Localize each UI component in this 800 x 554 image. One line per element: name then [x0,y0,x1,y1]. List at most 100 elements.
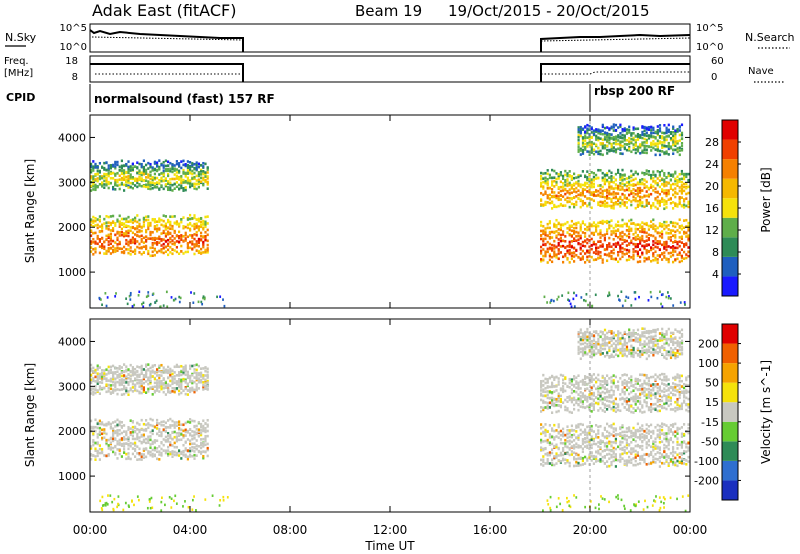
echo-cell [577,128,580,131]
echo-cell [597,168,600,172]
echo-cell [189,165,192,169]
echo-cell [147,185,150,189]
echo-cell [678,129,681,132]
echo-cell [193,442,196,446]
echo-cell [160,423,163,427]
echo-cell [577,446,580,449]
echo-cell [672,224,675,228]
echo-cell [630,150,633,154]
echo-cell [186,179,189,182]
echo-cell [652,202,655,205]
echo-cell [601,261,604,264]
program-label-2: rbsp 200 RF [594,84,675,98]
echo-cell [610,426,613,429]
echo-cell [603,426,606,430]
echo-cell [105,226,108,230]
echo-cell [138,428,141,432]
echo-cell [621,140,624,143]
echo-cell [592,132,596,136]
echo-cell [175,250,178,254]
echo-cell [189,168,192,171]
echo-cell [639,178,642,182]
echo-cell [195,179,198,182]
echo-cell [676,150,679,154]
echo-cell [162,179,165,182]
echo-cell [586,241,589,245]
echo-cell [90,162,93,166]
echo-cell [665,458,668,462]
echo-cell [127,425,130,429]
echo-cell [193,390,196,394]
echo-cell [175,240,178,243]
echo-cell [647,128,651,131]
echo-cell [169,240,172,244]
echo-cell [562,433,565,436]
echo-cell [581,183,584,187]
echo-cell [623,142,626,146]
echo-cell [606,172,609,175]
echo-cell [669,451,672,455]
echo-cell [568,170,571,173]
echo-cell [127,390,130,393]
echo-cell [667,228,670,231]
echo-cell [169,426,172,429]
echo-cell [174,297,177,301]
echo-cell [123,374,126,377]
echo-cell [103,217,106,221]
echo-cell [606,259,609,263]
echo-cell [112,214,115,218]
echo-cell [601,185,604,189]
echo-cell [94,455,97,458]
echo-cell [151,236,154,240]
echo-cell [90,220,93,223]
echo-cell [129,379,132,383]
echo-cell [195,226,198,229]
echo-cell [590,183,593,187]
echo-cell [608,464,611,468]
echo-cell [116,178,119,182]
echo-cell [608,242,611,245]
echo-cell [674,230,677,234]
echo-cell [617,224,620,227]
echo-cell [98,372,101,376]
echo-cell [595,150,598,154]
echo-cell [118,234,121,237]
echo-cell [160,363,163,367]
echo-cell [193,419,196,423]
echo-cell [579,428,582,432]
echo-cell [131,186,134,190]
echo-cell [672,136,675,139]
echo-cell [180,179,183,183]
echo-cell [98,377,101,380]
echo-cell [597,146,600,150]
echo-cell [204,429,207,433]
echo-cell [105,440,108,443]
echo-cell [658,140,662,143]
echo-cell [650,450,653,454]
echo-cell [160,179,163,183]
echo-cell [164,235,167,238]
echo-cell [169,390,172,394]
echo-cell [116,238,119,242]
echo-cell [160,451,163,455]
echo-cell [656,447,659,450]
echo-cell [553,378,556,381]
echo-cell [566,459,569,462]
echo-cell [566,407,569,410]
echo-cell [118,443,121,446]
echo-cell [195,373,198,377]
echo-cell [559,433,562,437]
echo-cell [557,377,560,380]
echo-cell [118,452,121,456]
echo-cell [678,172,681,176]
echo-cell [184,430,187,434]
echo-cell [562,244,565,248]
echo-cell [669,137,673,140]
echo-cell [546,458,549,461]
echo-cell [542,177,545,180]
echo-cell [566,425,569,428]
echo-cell [687,449,690,452]
echo-cell [564,188,567,192]
echo-cell [647,233,650,237]
echo-cell [180,370,183,373]
